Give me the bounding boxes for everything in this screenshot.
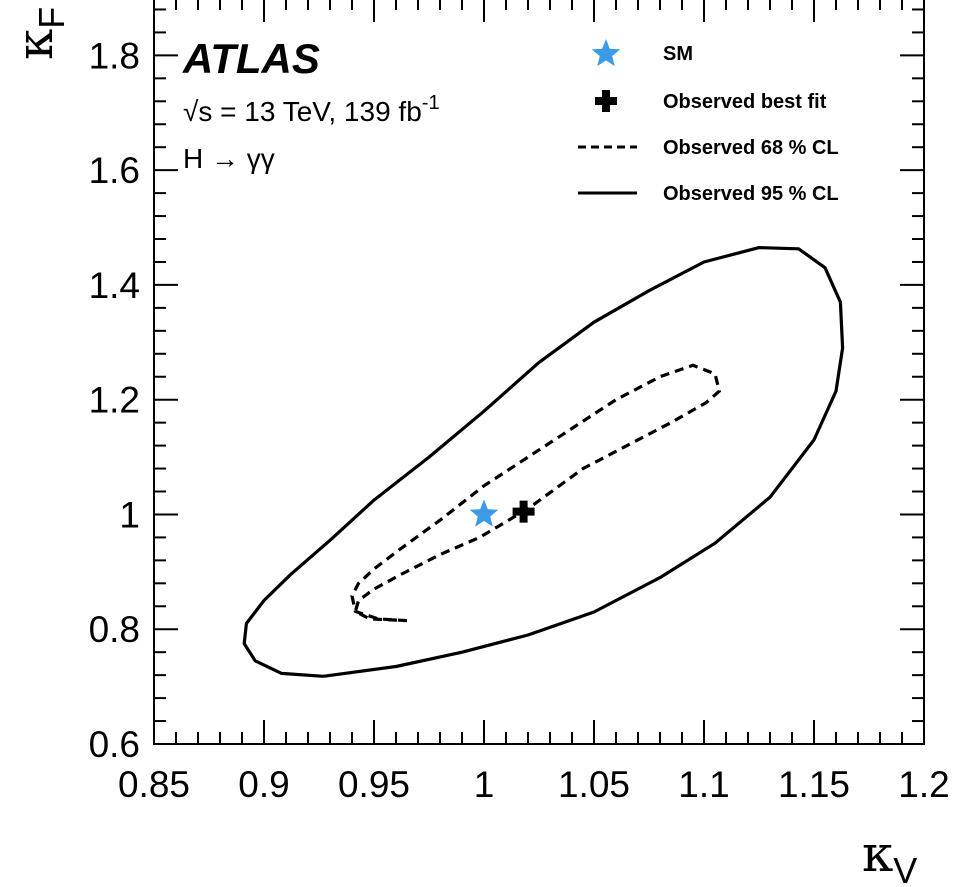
channel-label: H → γγ <box>183 143 275 174</box>
y-tick-label: 0.8 <box>89 609 140 650</box>
legend-68cl-label: Observed 68 % CL <box>663 137 839 159</box>
legend-95cl-label: Observed 95 % CL <box>663 183 839 205</box>
x-axis-label: κV <box>862 825 917 887</box>
axis-ticks <box>153 0 925 745</box>
contour-95cl-line <box>242 246 845 678</box>
contours <box>242 246 845 678</box>
x-tick-label: 1.05 <box>558 764 630 805</box>
y-axis-label: κF <box>6 7 72 60</box>
sm-star-marker <box>469 499 499 527</box>
x-tick-label: 0.95 <box>338 764 410 805</box>
contour-68cl-line <box>350 363 722 623</box>
y-tick-label: 1 <box>119 494 140 535</box>
x-tick-label: 0.9 <box>238 764 289 805</box>
energy-lumi-label: √s = 13 TeV, 139 fb-1 <box>183 92 440 127</box>
markers <box>469 499 535 527</box>
legend: SM Observed best fit Observed 68 % CL Ob… <box>578 39 839 205</box>
y-tick-label: 0.6 <box>89 724 140 765</box>
legend-sm-star-icon <box>591 39 621 67</box>
y-tick-labels: 0.6 0.8 1 1.2 1.4 1.6 1.8 <box>89 35 140 765</box>
x-tick-label: 1 <box>474 764 495 805</box>
y-tick-label: 1.6 <box>89 150 140 191</box>
y-tick-label: 1.2 <box>89 380 140 421</box>
legend-best-fit-label: Observed best fit <box>663 91 827 113</box>
y-tick-label: 1.4 <box>89 265 140 306</box>
legend-best-fit-cross-icon <box>595 90 617 112</box>
y-tick-label: 1.8 <box>89 35 140 76</box>
x-tick-label: 1.2 <box>898 764 949 805</box>
x-tick-label: 1.1 <box>678 764 729 805</box>
legend-sm-label: SM <box>663 43 693 65</box>
plot-frame <box>153 0 925 745</box>
x-tick-label: 0.85 <box>118 764 190 805</box>
atlas-label: ATLAS <box>182 35 320 82</box>
best-fit-cross-marker <box>512 500 535 523</box>
x-tick-label: 1.15 <box>778 764 850 805</box>
x-tick-labels: 0.85 0.9 0.95 1 1.05 1.1 1.15 1.2 <box>118 764 950 805</box>
